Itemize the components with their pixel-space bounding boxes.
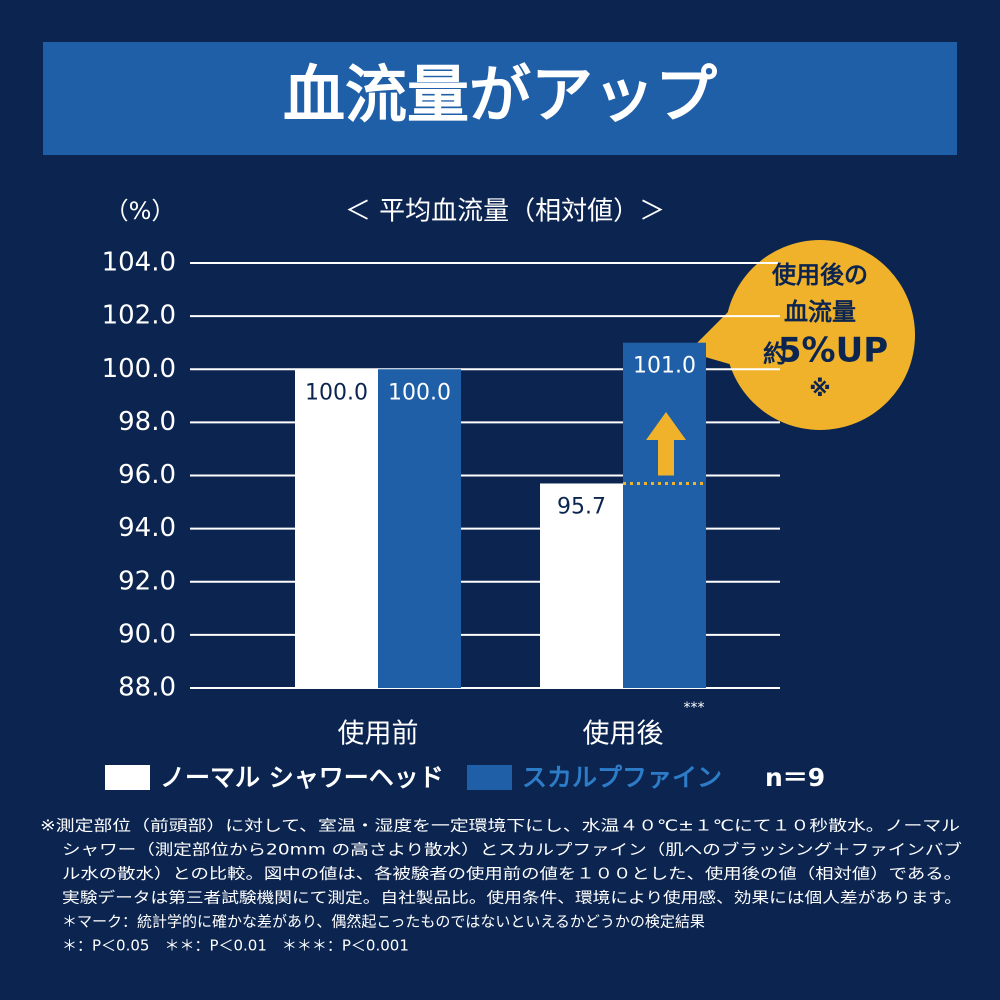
data-label: 100.0	[305, 380, 368, 405]
bar	[540, 483, 623, 688]
title-banner	[43, 42, 957, 155]
footnote: ＊マーク：統計学的に確かな差があり、偶然起こったものではないといえるかどうかの検…	[62, 913, 705, 931]
y-tick-label: 104.0	[102, 248, 176, 278]
y-tick-label: 96.0	[118, 460, 176, 490]
data-label: 100.0	[388, 380, 451, 405]
footnote: ※測定部位（前頭部）に対して、室温・湿度を一定環境下にし、水温４０℃±１℃にて１…	[40, 817, 960, 835]
callout-text: 使用後の	[771, 261, 868, 289]
sample-size: n＝9	[765, 763, 825, 792]
callout-text: 約	[763, 340, 787, 368]
y-tick-label: 100.0	[102, 354, 176, 384]
data-label: 95.7	[557, 494, 606, 519]
chart-subtitle: ＜ 平均血流量（相対値）＞	[345, 197, 665, 227]
bar	[378, 369, 461, 688]
y-tick-label: 98.0	[118, 407, 176, 437]
data-label: 101.0	[633, 354, 696, 379]
significance-mark: ***	[684, 700, 705, 716]
increase-arrow	[646, 412, 686, 476]
y-tick-label: 92.0	[118, 566, 176, 596]
legend-label: ノーマル シャワーヘッド	[160, 763, 444, 792]
y-tick-label: 90.0	[118, 619, 176, 649]
x-tick-label: 使用前	[338, 719, 419, 750]
callout-bubble	[725, 240, 915, 430]
footnote: ＊：P＜0.05 ＊＊：P＜0.01 ＊＊＊：P＜0.001	[62, 937, 409, 955]
legend-label: スカルプファイン	[522, 763, 722, 792]
y-tick-label: 88.0	[118, 673, 176, 703]
chart-title: 血流量がアップ	[283, 58, 717, 131]
bar	[295, 369, 378, 688]
callout-text: 5%UP	[778, 331, 888, 371]
y-tick-label: 94.0	[118, 513, 176, 543]
legend-swatch	[105, 765, 150, 790]
y-axis-label: （%）	[105, 197, 176, 225]
footnote: 実験データは第三者試験機関にて測定。自社製品比。使用条件、環境により使用感、効果…	[62, 889, 962, 907]
callout-text: 血流量	[784, 298, 856, 326]
x-tick-label: 使用後	[583, 719, 664, 750]
footnote: シャワー（測定部位から20mm の高さより散水）とスカルプファイン（肌へのブラッ…	[62, 841, 962, 859]
legend-swatch	[467, 765, 512, 790]
bar	[623, 342, 706, 688]
y-tick-label: 102.0	[102, 301, 176, 331]
footnote: ル水の散水）との比較。図中の値は、各被験者の使用前の値を１００とした、使用後の値…	[62, 865, 962, 883]
callout-text: ※	[809, 377, 830, 402]
